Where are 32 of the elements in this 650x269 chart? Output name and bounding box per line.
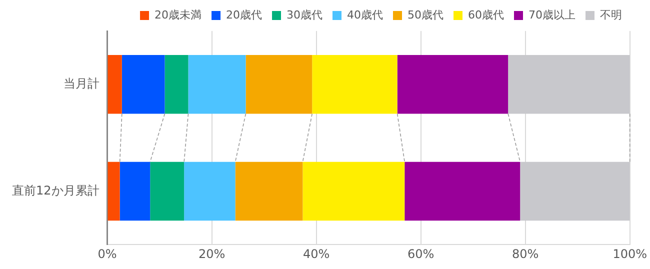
y-tick-label: 当月計 [63,76,100,91]
legend-label: 20歳代 [226,8,262,22]
legend-label: 60歳代 [468,8,504,22]
bar [120,162,150,221]
bar [397,55,508,114]
legend-label: 30歳代 [286,8,323,22]
bar [150,162,184,221]
x-tick-label: 20% [198,246,226,261]
bar [246,55,312,114]
bar [404,162,520,221]
bar [302,162,405,221]
legend-label: 不明 [600,8,622,22]
bar [520,162,630,221]
bar [508,55,630,114]
y-tick-label: 直前12か月累計 [12,183,100,198]
bar [108,55,122,114]
x-tick-label: 40% [302,246,330,261]
x-tick-label: 80% [512,246,539,261]
bar [164,55,188,114]
legend-label: 70歳以上 [528,8,576,22]
legend-label: 20歳未満 [154,8,202,22]
bar [108,162,120,221]
bar [184,162,236,221]
x-tick-label: 100% [612,246,648,261]
legend-label: 50歳代 [408,8,444,22]
x-tick-label: 0% [98,246,117,261]
x-tick-label: 60% [407,246,434,261]
bar [312,55,398,114]
bar [188,55,246,114]
bar [122,55,165,114]
bar [235,162,303,221]
legend-label: 40歳代 [347,8,384,22]
